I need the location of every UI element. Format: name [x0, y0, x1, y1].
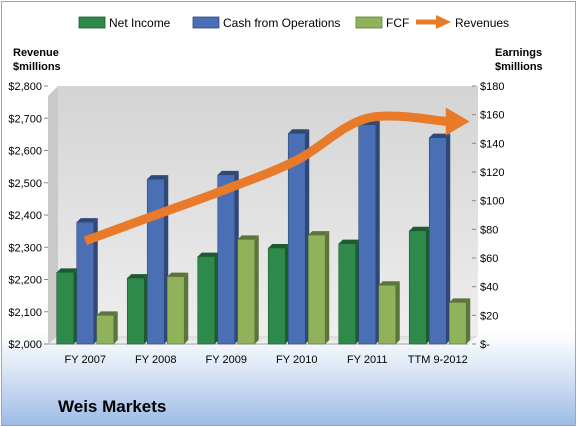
bar-side-fcf [254, 235, 259, 344]
right-tick-label: $180 [480, 81, 504, 93]
revenues-arrow [83, 107, 470, 246]
bar-top-cash-from-operations [147, 175, 169, 180]
bar-top-cash-from-operations [429, 133, 451, 138]
left-tick-label: $2,600 [8, 146, 42, 158]
bar-top-net-income [56, 268, 78, 273]
bar-side-cash-from-operations [446, 133, 451, 344]
bar-fcf-fy-2008 [166, 276, 185, 345]
bar-cash-from-operations-fy-2011 [358, 124, 377, 345]
legend-label-net-income: Net Income [109, 16, 171, 30]
bar-net-income-ttm-9-2012 [408, 230, 427, 345]
bar-top-net-income [197, 252, 219, 257]
category-label: FY 2011 [347, 354, 388, 366]
bar-fcf-ttm-9-2012 [448, 302, 467, 345]
right-tick-label: $160 [480, 110, 504, 122]
right-axis-title-line1: Earnings [495, 47, 542, 59]
left-tick-label: $2,200 [8, 275, 42, 287]
left-tick-label: $2,000 [8, 339, 42, 351]
bar-cash-from-operations-fy-2008 [146, 178, 165, 345]
bar-side-fcf [395, 281, 400, 344]
left-tick-label: $2,800 [8, 81, 42, 93]
bar-top-fcf [449, 298, 471, 303]
right-tick-label: $40 [480, 282, 498, 294]
right-axis-title-line2: $millions [495, 61, 543, 73]
right-tick-label: $140 [480, 138, 504, 150]
bar-net-income-fy-2007 [56, 272, 75, 345]
right-tick-label: $60 [480, 253, 498, 265]
bar-top-fcf [378, 281, 400, 286]
legend-swatch-cash-from-operations [192, 16, 220, 29]
bar-top-fcf [237, 235, 259, 240]
right-tick-label: $- [480, 339, 490, 351]
bar-net-income-fy-2009 [197, 256, 216, 345]
left-axis-ticks: $2,000 $2,100 $2,200 $2,300 $2,400 $2,500 $2,6… [8, 81, 48, 351]
bar-top-fcf [96, 311, 118, 316]
bar-side-fcf [184, 272, 189, 344]
right-tick-label: $80 [480, 224, 498, 236]
bar-top-fcf [308, 231, 330, 236]
category-label: FY 2009 [206, 354, 247, 366]
bar-fcf-fy-2007 [96, 315, 115, 345]
right-tick-label: $120 [480, 167, 504, 179]
category-label: TTM 9-2012 [408, 354, 468, 366]
bar-top-net-income [127, 274, 149, 279]
left-axis-title-line1: Revenue [13, 47, 59, 59]
bar-net-income-fy-2011 [338, 243, 357, 345]
bar-top-net-income [409, 226, 431, 231]
bar-cash-from-operations-fy-2009 [217, 174, 236, 345]
bar-side-fcf [325, 231, 330, 344]
bar-fcf-fy-2011 [378, 284, 397, 345]
bar-top-net-income [338, 239, 360, 244]
legend-swatch-net-income [78, 16, 106, 29]
category-label: FY 2008 [135, 354, 176, 366]
bar-top-fcf [167, 272, 189, 277]
bar-net-income-fy-2008 [126, 277, 145, 345]
right-tick-label: $20 [480, 310, 498, 322]
left-tick-label: $2,500 [8, 178, 42, 190]
plot-side-wall [48, 86, 58, 344]
revenues-line [83, 111, 449, 246]
bar-side-fcf [466, 298, 471, 344]
category-label: FY 2010 [276, 354, 317, 366]
bar-fcf-fy-2009 [237, 239, 256, 345]
bar-net-income-fy-2010 [267, 247, 286, 345]
bar-top-cash-from-operations [217, 170, 239, 175]
bar-top-cash-from-operations [288, 129, 310, 134]
category-label: FY 2007 [65, 354, 106, 366]
bar-series [56, 120, 471, 345]
right-tick-label: $100 [480, 196, 504, 208]
legend-label-revenues: Revenues [455, 16, 509, 30]
left-tick-label: $2,700 [8, 113, 42, 125]
left-tick-label: $2,300 [8, 242, 42, 254]
legend-swatch-fcf [355, 16, 383, 29]
left-tick-label: $2,400 [8, 210, 42, 222]
left-tick-label: $2,100 [8, 307, 42, 319]
legend-label-fcf: FCF [386, 16, 409, 30]
bar-cash-from-operations-fy-2010 [287, 133, 306, 345]
bar-fcf-fy-2010 [307, 234, 326, 345]
right-axis-ticks: $- $20 $40 $60 $80 $100 $120 $140 $160 $180 [472, 81, 504, 351]
bar-top-net-income [268, 243, 290, 248]
left-axis-title-line2: $millions [13, 61, 61, 73]
bar-top-cash-from-operations [76, 218, 98, 223]
legend-label-cash-from-operations: Cash from Operations [223, 16, 340, 30]
revenues-arrowhead [445, 107, 470, 136]
category-labels: FY 2007 FY 2008 FY 2009 FY 2010 FY 2011 TTM 9… [65, 354, 468, 366]
bar-cash-from-operations-fy-2007 [76, 221, 95, 345]
legend-swatch-revenues [416, 15, 451, 29]
bar-side-fcf [113, 311, 118, 344]
bar-side-cash-from-operations [93, 218, 98, 344]
company-title: Weis Markets [58, 397, 167, 416]
bar-cash-from-operations-ttm-9-2012 [428, 137, 447, 345]
legend: Net Income Cash from Operations FCF Reve… [78, 15, 509, 30]
